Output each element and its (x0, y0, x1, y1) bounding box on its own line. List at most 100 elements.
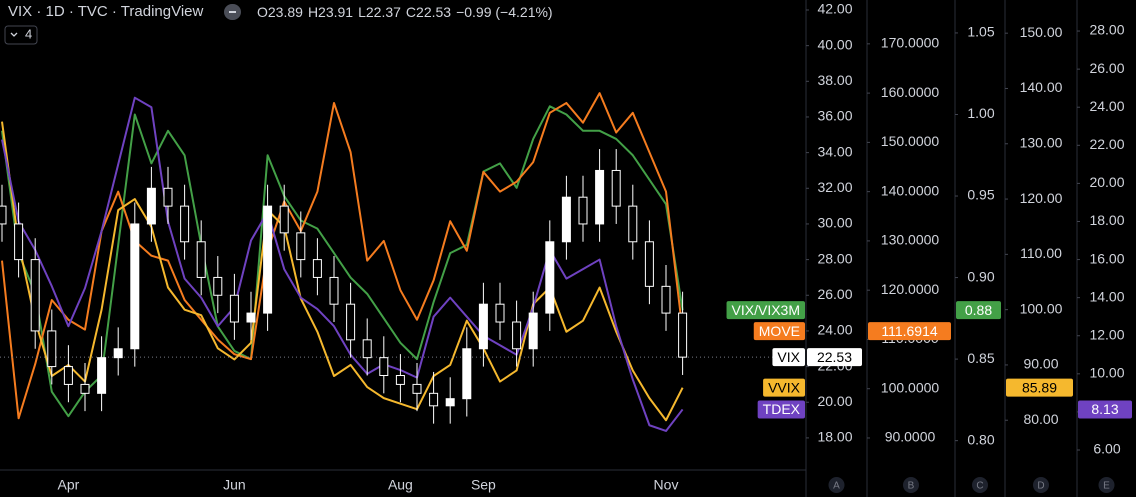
candle-body (97, 357, 107, 394)
candle-body (395, 375, 405, 385)
y-tick-label: 28.00 (817, 250, 852, 266)
y-tick-label: 130.00 (1020, 134, 1063, 150)
candle-body (146, 187, 156, 225)
candle-body (628, 205, 638, 243)
series-line (1, 96, 684, 432)
series-name-tag: VIX/VIX3M (732, 302, 800, 318)
candle-body (312, 259, 322, 278)
y-tick-label: 90.00 (1023, 356, 1058, 372)
y-tick-label: 120.0000 (881, 281, 940, 297)
y-tick-label: 16.00 (1089, 250, 1124, 266)
candle-body (130, 223, 140, 350)
series-value-tag: 22.53 (817, 349, 852, 365)
axis-badge (972, 477, 988, 493)
series-value-tag: 0.88 (965, 302, 992, 318)
candle-layer (0, 149, 688, 424)
y-tick-label: 42.00 (817, 1, 852, 17)
axis-name: B (908, 481, 915, 492)
y-tick-label: 18.00 (817, 429, 852, 445)
candle-body (30, 259, 40, 332)
y-tick-label: 0.95 (967, 187, 994, 203)
candle-body (478, 303, 488, 350)
series-line (1, 105, 684, 418)
y-tick-label: 10.00 (1089, 365, 1124, 381)
axis-name: E (1103, 481, 1110, 492)
y-tick-label: 14.00 (1089, 288, 1124, 304)
y-tick-label: 26.00 (817, 286, 852, 302)
candle-body (462, 348, 472, 400)
y-tick-label: 110.00 (1020, 245, 1062, 261)
x-tick-label: Apr (58, 477, 80, 493)
y-tick-label: 1.05 (967, 24, 994, 40)
y-tick-label: 100.0000 (881, 379, 940, 395)
series-name-tag-bg (772, 348, 805, 367)
y-tick-label: 1.00 (967, 105, 994, 121)
candle-body (113, 348, 123, 359)
series-line (1, 92, 684, 420)
candle-body (47, 330, 57, 368)
series-value-tag-bg (1006, 378, 1073, 397)
candle-body (229, 294, 239, 323)
indicator-count: 4 (25, 26, 32, 41)
y-tick-label: 6.00 (1093, 441, 1120, 457)
candle-body (445, 398, 455, 407)
y-tick-label: 130.0000 (881, 232, 940, 248)
y-tick-label: 0.85 (967, 350, 994, 366)
y-tick-label: 28.00 (1089, 22, 1124, 38)
y-tick-label: 34.00 (817, 143, 852, 159)
candle-body (296, 232, 306, 261)
series-name-tag: VVIX (768, 379, 801, 395)
tag-layer: VIX/VIX3M 0.88 MOVE 111.6914 VVIX 85.89 TDEX 8.… (726, 301, 1132, 419)
series-line (1, 121, 684, 422)
axis-badge (1033, 477, 1049, 493)
series-value-tag-bg (1078, 400, 1132, 419)
candle-body (611, 169, 621, 207)
series-layer (0, 92, 806, 432)
y-tick-label: 18.00 (1089, 212, 1124, 228)
y-tick-label: 160.0000 (881, 84, 940, 100)
candle-body (263, 205, 273, 314)
candle-body (379, 357, 389, 377)
candle-body (661, 285, 671, 314)
series-name-tag-bg (757, 400, 805, 419)
series-name-tag: TDEX (763, 401, 801, 417)
y-tick-label: 140.0000 (881, 182, 940, 198)
y-tick-label: 24.00 (817, 322, 852, 338)
ohlc-value: C22.53 (406, 4, 451, 20)
symbol-title: VIX · 1D · TVC · TradingView (8, 3, 204, 20)
axis-badge (1098, 477, 1115, 493)
candle-body (412, 383, 422, 394)
candle-body (279, 205, 289, 234)
axis-badge (828, 477, 845, 493)
series-value-tag: 111.6914 (881, 323, 938, 339)
series-name-tag: MOVE (759, 323, 800, 339)
ohlc-value: O23.89 (257, 4, 303, 20)
axis-name: C (976, 481, 983, 492)
axis-name: A (833, 481, 840, 492)
y-tick-label: 100.00 (1020, 300, 1063, 316)
axis-badge (903, 477, 919, 493)
candle-body (362, 339, 372, 359)
y-tick-label: 0.90 (967, 268, 994, 284)
x-tick-label: Sep (471, 477, 496, 493)
candle-body (678, 312, 688, 358)
ohlc-value: L22.37 (358, 4, 401, 20)
series-name-tag-bg (763, 378, 805, 397)
series-value-tag-bg (807, 348, 862, 367)
candle-body (595, 169, 605, 225)
y-tick-label: 90.0000 (885, 429, 936, 445)
candle-body (644, 241, 654, 287)
candle-body (196, 241, 206, 278)
x-tick-label: Aug (388, 477, 413, 493)
ohlc-legend: O23.89 H23.91 L22.37 C22.53 −0.99 (−4.21%) (257, 4, 553, 20)
series-value-tag: 85.89 (1022, 379, 1057, 395)
y-tick-label: 30.00 (817, 215, 852, 231)
candle-body (63, 366, 73, 385)
y-tick-label: 120.00 (1020, 190, 1063, 206)
y-tick-label: 150.0000 (881, 133, 940, 149)
candle-body (0, 205, 7, 225)
indicator-toggle[interactable] (4, 25, 38, 45)
